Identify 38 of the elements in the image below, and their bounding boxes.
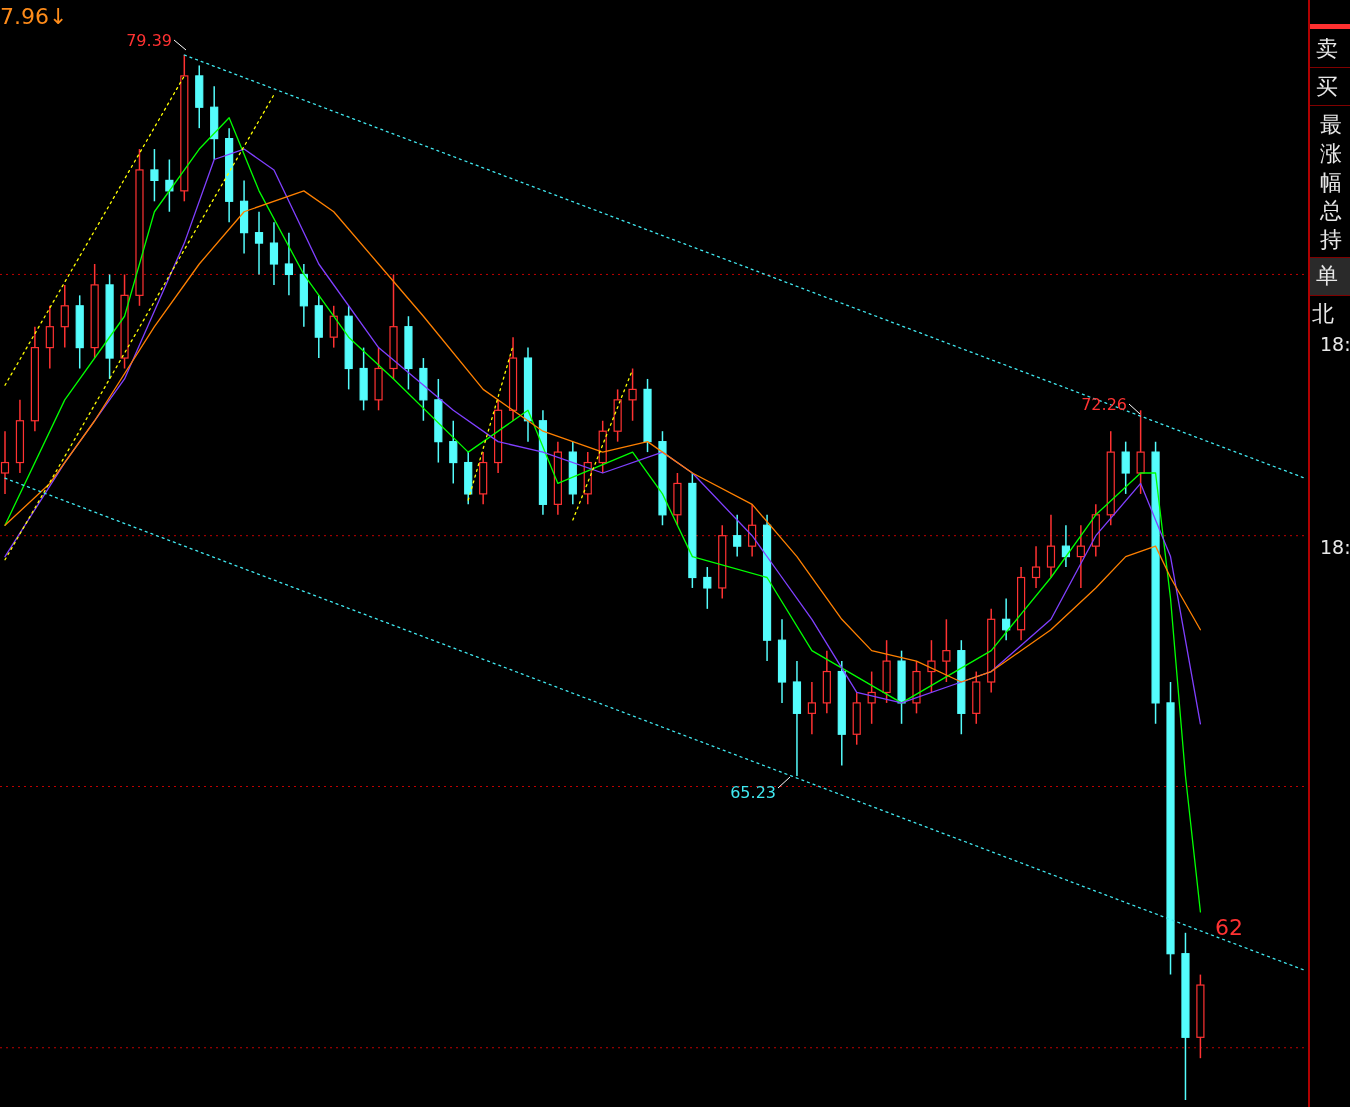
candlestick [165,158,174,213]
annotation: 72.26 [1081,395,1127,414]
text: 总 [1320,198,1342,224]
candlestick [1121,440,1130,495]
candlestick [942,618,951,683]
candlestick [150,148,159,203]
text: 北 [1312,301,1334,327]
candlestick [733,514,742,558]
candlestick [927,639,936,694]
text: 幅 [1320,170,1342,196]
annotation: 65.23 [730,783,776,802]
text: 卖 [1316,36,1338,62]
text: 18: [1320,535,1350,560]
text: 最 [1320,112,1342,138]
candlestick [1031,545,1041,589]
annotation: 62 [1215,915,1243,940]
text: 18: [1320,332,1350,357]
text: 7.96↓ [0,4,68,29]
candlestick [867,670,876,725]
text: 单 [1316,263,1338,289]
candlestick [329,305,338,349]
candlestick [45,305,54,370]
candlestick [269,221,279,286]
candlestick [628,367,637,422]
text: 涨 [1320,141,1342,167]
candlestick [60,284,69,349]
candlestick [807,681,816,735]
candlestick [0,430,10,495]
candlestick [1046,514,1056,579]
candlestick [1136,409,1145,495]
text: 买 [1316,74,1338,100]
candlestick [254,211,264,276]
candlestick [284,231,294,297]
candlestick [703,566,712,610]
text: 79.39 [126,31,172,50]
text: 持 [1320,227,1342,253]
candlestick [1076,524,1085,589]
candlestick [449,420,458,485]
